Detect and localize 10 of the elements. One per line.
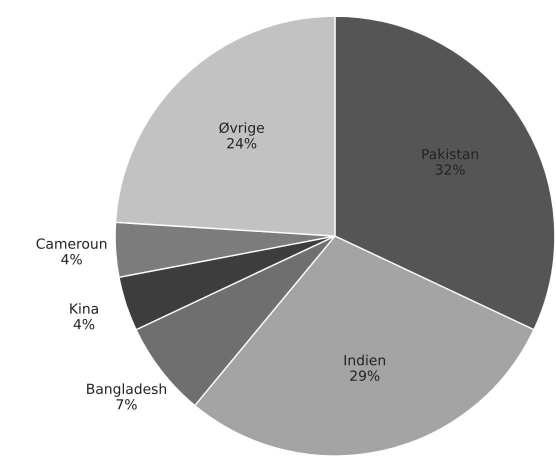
data-label: 4% (61, 254, 82, 264)
slice-label: Cameroun (36, 238, 106, 249)
slice-label: Indien (344, 354, 386, 366)
data-label: 7% (116, 399, 137, 410)
slice-label: Øvrige (219, 122, 264, 136)
data-label: 24% (227, 138, 256, 149)
data-label: 29% (350, 370, 380, 381)
slice-label: Bangladesh (87, 383, 166, 397)
slice-label: Kina (70, 303, 98, 314)
data-label: 4% (74, 318, 94, 330)
